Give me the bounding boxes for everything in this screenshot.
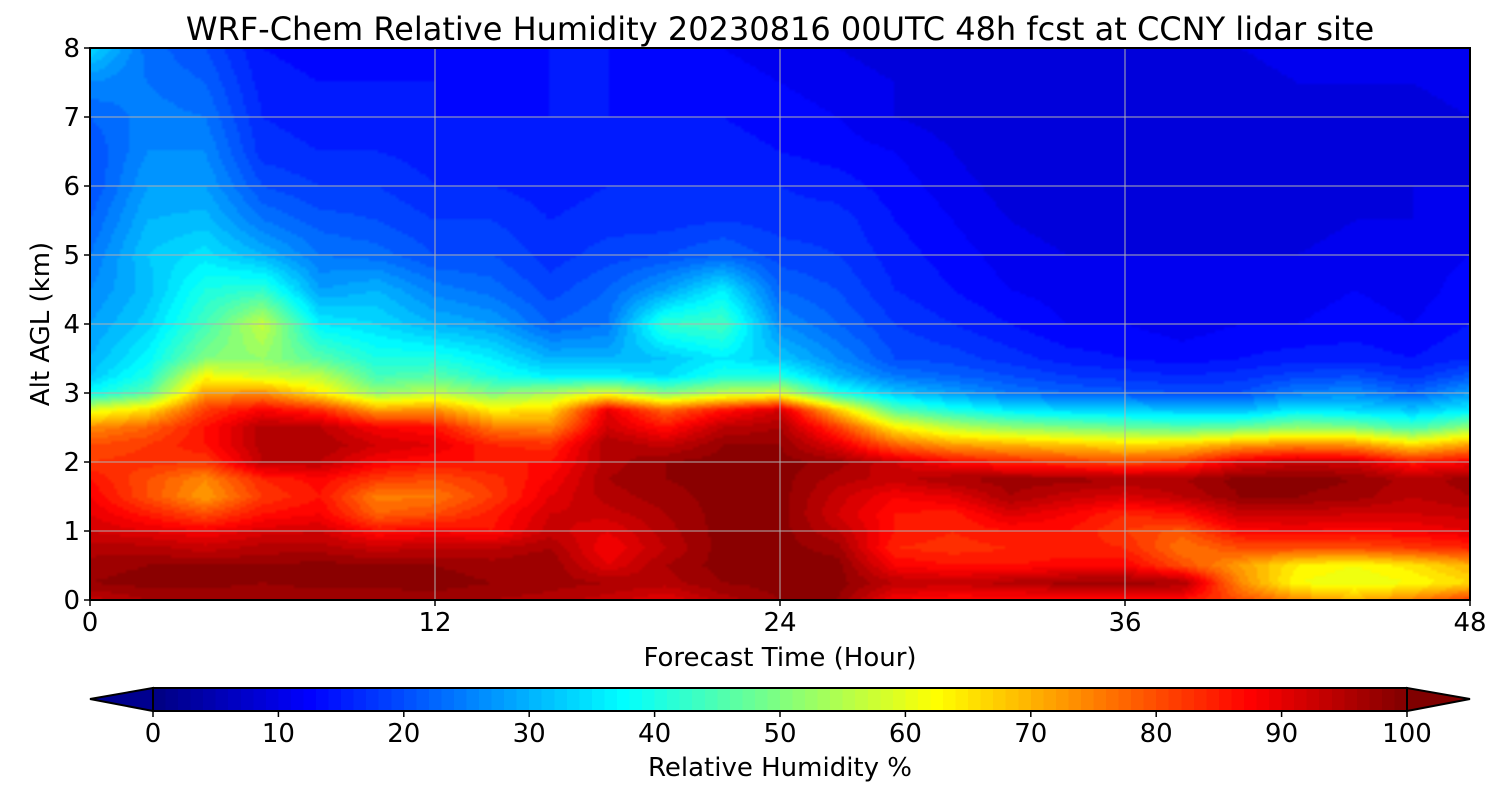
colorbar [152,687,1408,712]
colorbar-tick-label: 50 [763,719,796,749]
colorbar-tick-label: 90 [1265,719,1298,749]
colorbar-tick-label: 40 [638,719,671,749]
y-tick-label: 6 [63,172,80,202]
colorbar-ticks: 0 10 20 30 40 50 60 70 80 90 100 [145,711,1432,749]
grid-lines [90,48,1470,600]
y-axis-label: Alt AGL (km) [26,242,56,406]
y-axis-ticks: 0 1 2 3 4 5 6 7 8 [63,34,90,616]
x-tick-label: 36 [1108,608,1141,638]
colorbar-tick-label: 100 [1382,719,1432,749]
y-tick-label: 7 [63,103,80,133]
y-tick-label: 3 [63,379,80,409]
y-tick-label: 2 [63,448,80,478]
colorbar-tick-label: 30 [513,719,546,749]
x-tick-label: 0 [82,608,99,638]
y-tick-label: 8 [63,34,80,64]
colorbar-tick-label: 0 [145,719,162,749]
colorbar-tick-label: 20 [387,719,420,749]
chart-title: WRF-Chem Relative Humidity 20230816 00UT… [186,10,1374,48]
y-tick-label: 4 [63,310,80,340]
x-tick-label: 24 [763,608,796,638]
x-tick-label: 12 [418,608,451,638]
colorbar-tick-label: 70 [1014,719,1047,749]
colorbar-extend-low [89,686,154,713]
x-axis-ticks: 0 12 24 36 48 [82,600,1487,638]
colorbar-tick-label: 60 [889,719,922,749]
y-tick-label: 1 [63,517,80,547]
y-tick-label: 5 [63,241,80,271]
colorbar-tick-label: 80 [1140,719,1173,749]
colorbar-tick-label: 10 [262,719,295,749]
y-tick-label: 0 [63,586,80,616]
x-tick-label: 48 [1453,608,1486,638]
x-axis-label: Forecast Time (Hour) [643,643,916,673]
colorbar-extend-high [1406,686,1471,713]
colorbar-label: Relative Humidity % [648,753,912,783]
